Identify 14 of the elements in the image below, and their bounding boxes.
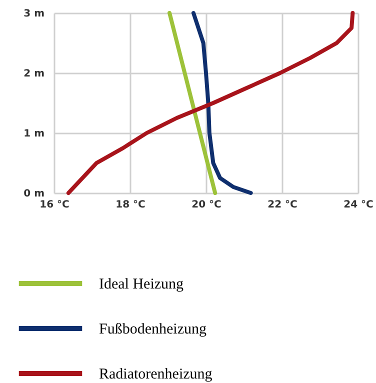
line-series (66, 11, 355, 195)
y-tick-label: 1 m (24, 128, 44, 140)
legend-label: Radiatorenheizung (99, 366, 213, 382)
legend-label: Ideal Heizung (99, 276, 184, 292)
line-series (191, 11, 253, 195)
y-tick-label: 0 m (24, 188, 44, 200)
x-tick-label: 18 °C (116, 200, 146, 210)
legend-label: Fußbodenheizung (99, 322, 207, 338)
x-tick-label: 20 °C (192, 200, 222, 210)
y-tick-label: 2 m (24, 68, 44, 80)
x-tick-label: 16 °C (40, 200, 70, 210)
x-tick-label: 24 °C (344, 200, 374, 210)
x-tick-label: 22 °C (268, 200, 298, 210)
y-tick-label: 3 m (24, 8, 44, 20)
